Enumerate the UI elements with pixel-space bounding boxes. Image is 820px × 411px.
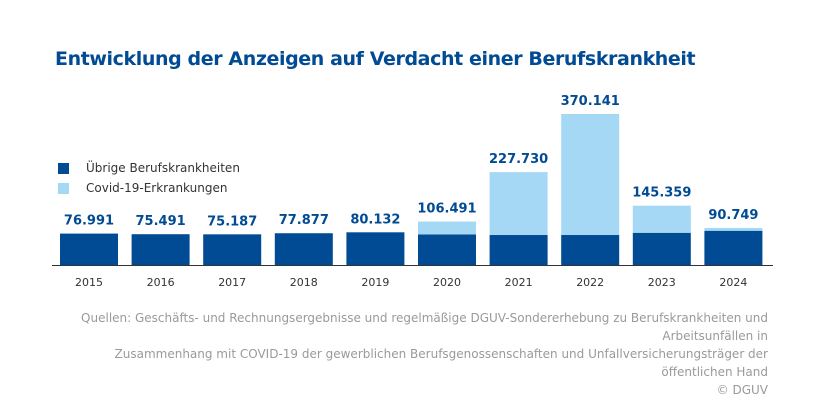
bar-uebrige-2015 (60, 233, 118, 265)
bar-uebrige-2023 (632, 232, 691, 265)
x-tick-label-2022: 2022 (576, 276, 604, 289)
bar-uebrige-2019 (346, 232, 405, 265)
data-label-2023: 145.359 (632, 186, 691, 201)
x-tick-label-2016: 2016 (147, 276, 175, 289)
bar-covid-2021 (489, 172, 548, 236)
bar-uebrige-2022 (561, 235, 620, 265)
bar-uebrige-2017 (203, 234, 262, 265)
legend-item-covid: Covid-19-Erkrankungen (58, 178, 240, 198)
source-line-2: Zusammenhang mit COVID-19 der gewerblich… (114, 347, 768, 379)
data-label-2019: 80.132 (350, 212, 400, 227)
data-label-2021: 227.730 (489, 152, 548, 167)
data-label-2022: 370.141 (561, 94, 620, 109)
legend: Übrige Berufskrankheiten Covid-19-Erkran… (58, 158, 240, 198)
chart-title: Entwicklung der Anzeigen auf Verdacht ei… (55, 48, 696, 70)
legend-swatch (58, 182, 69, 194)
bar-covid-2020 (418, 221, 476, 235)
bar-covid-2024 (704, 227, 763, 231)
bar-uebrige-2020 (418, 234, 476, 265)
x-tick-label-2019: 2019 (361, 276, 389, 289)
bar-covid-2023 (632, 205, 691, 233)
x-tick-label-2017: 2017 (218, 276, 246, 289)
source-note: Quellen: Geschäfts- und Rechnungsergebni… (48, 309, 768, 399)
bar-uebrige-2018 (274, 233, 333, 265)
x-tick-label-2023: 2023 (648, 276, 676, 289)
x-tick-label-2018: 2018 (290, 276, 318, 289)
data-label-2016: 75.491 (136, 214, 186, 229)
bar-uebrige-2021 (489, 235, 548, 265)
bar-covid-2022 (561, 114, 620, 236)
legend-label: Übrige Berufskrankheiten (86, 161, 240, 175)
bar-uebrige-2016 (131, 234, 190, 265)
x-tick-label-2015: 2015 (75, 276, 103, 289)
data-label-2018: 77.877 (279, 213, 329, 228)
data-label-2020: 106.491 (417, 202, 476, 217)
legend-label: Covid-19-Erkrankungen (86, 181, 228, 195)
x-tick-label-2024: 2024 (719, 276, 747, 289)
legend-swatch (58, 162, 69, 174)
copyright: © DGUV (716, 383, 768, 397)
x-tick-label-2021: 2021 (505, 276, 533, 289)
bar-uebrige-2024 (704, 230, 763, 265)
source-line-1: Quellen: Geschäfts- und Rechnungsergebni… (81, 311, 768, 343)
legend-item-uebrige: Übrige Berufskrankheiten (58, 158, 240, 178)
x-tick-label-2020: 2020 (433, 276, 461, 289)
data-label-2017: 75.187 (207, 214, 257, 229)
data-label-2015: 76.991 (64, 214, 114, 229)
data-label-2024: 90.749 (708, 208, 758, 223)
